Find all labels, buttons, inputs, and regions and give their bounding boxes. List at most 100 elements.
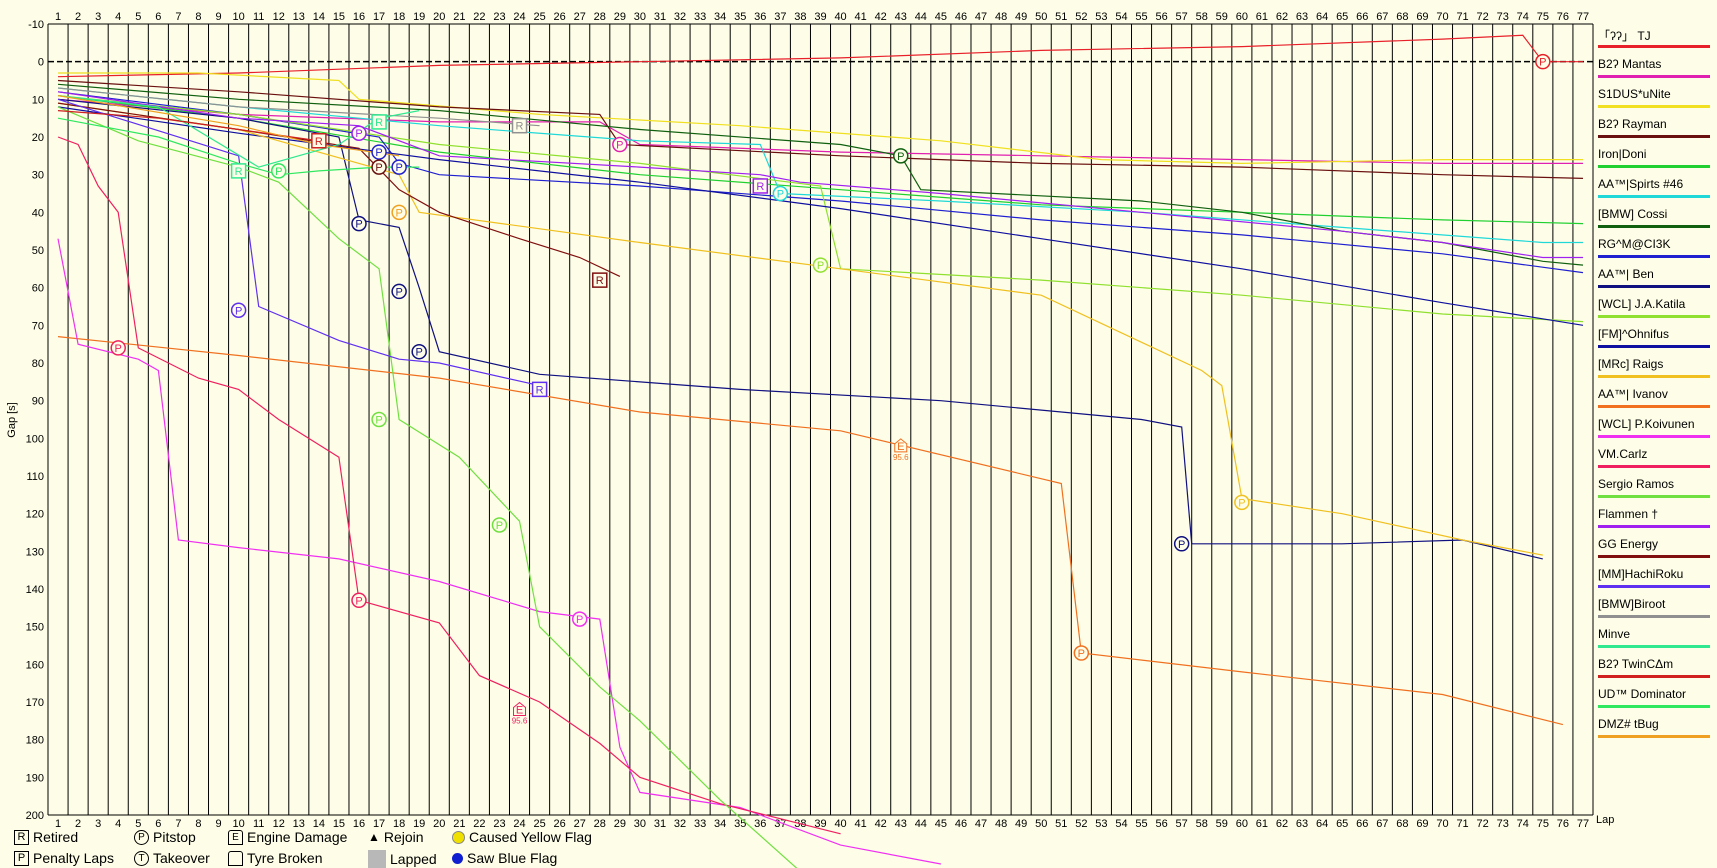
marker-p: P — [391, 283, 407, 300]
marker-r: R — [311, 133, 327, 149]
x-tick-bottom: 25 — [533, 818, 545, 830]
x-tick-bottom: 51 — [1055, 818, 1067, 830]
marker-letter: P — [1238, 497, 1245, 509]
x-tick-top: 38 — [794, 11, 806, 23]
key-item: E Engine Damage — [228, 829, 347, 845]
key-label: Retired — [33, 829, 79, 845]
key-item: Tyre Broken — [228, 850, 322, 866]
x-tick-top: 62 — [1276, 11, 1288, 23]
x-tick-top: 37 — [774, 11, 786, 23]
legend-entry: [MM]HachiRoku — [1598, 567, 1716, 591]
y-tick: 130 — [26, 546, 44, 558]
x-tick-bottom: 17 — [373, 818, 385, 830]
x-tick-top: 52 — [1075, 11, 1087, 23]
legend-swatch — [1598, 435, 1710, 438]
x-tick-bottom: 8 — [195, 818, 201, 830]
x-tick-bottom: 36 — [754, 818, 766, 830]
marker-letter: R — [536, 384, 544, 396]
x-tick-bottom: 47 — [975, 818, 987, 830]
x-tick-bottom: 21 — [453, 818, 465, 830]
legend-entry: Iron|Doni — [1598, 147, 1716, 171]
series-line — [57, 238, 942, 865]
marker-p: P — [411, 343, 427, 360]
marker-letter: P — [1078, 648, 1085, 660]
y-tick: 180 — [26, 735, 44, 747]
x-tick-bottom: 2 — [75, 818, 81, 830]
legend-label: RG^M@CI3K — [1598, 237, 1671, 251]
x-tick-bottom: 4 — [115, 818, 121, 830]
key-icon: ▲ — [368, 830, 380, 844]
marker-p: P — [371, 144, 387, 160]
x-tick-bottom: 7 — [175, 818, 181, 830]
x-tick-bottom: 1 — [55, 818, 61, 830]
x-tick-top: 43 — [895, 11, 907, 23]
legend-swatch — [1598, 555, 1710, 558]
marker-p: P — [270, 163, 287, 179]
x-axis-label: Lap — [1596, 814, 1614, 826]
marker-letter: P — [616, 140, 623, 152]
x-tick-bottom: 39 — [814, 818, 826, 830]
legend-entry: [WCL] P.Koivunen — [1598, 417, 1716, 441]
key-icon: P — [134, 829, 149, 845]
marker-value: 95.6 — [512, 717, 528, 726]
marker-letter: R — [315, 136, 323, 148]
x-tick-bottom: 66 — [1356, 818, 1368, 830]
marker-letter: P — [395, 207, 402, 219]
x-tick-bottom: 63 — [1296, 818, 1308, 830]
marker-r: R — [752, 178, 769, 194]
key-icon — [452, 852, 463, 864]
legend-swatch — [1598, 165, 1710, 168]
x-tick-bottom: 43 — [895, 818, 907, 830]
legend-entry: AA™| Ben — [1598, 267, 1716, 291]
legend-entry: Flammen † — [1598, 507, 1716, 531]
y-tick: 100 — [26, 433, 44, 445]
key-item: T Takeover — [134, 850, 210, 866]
series-line — [57, 95, 1584, 323]
key-label: Takeover — [153, 850, 210, 866]
x-tick-top: 11 — [253, 11, 264, 23]
marker-p: P — [371, 159, 387, 175]
legend-label: Flammen † — [1598, 507, 1659, 521]
series-line — [57, 106, 1584, 326]
x-tick-top: 13 — [293, 11, 305, 23]
marker-letter: E — [516, 705, 523, 717]
marker-letter: P — [235, 305, 242, 317]
marker-letter: P — [275, 166, 282, 178]
x-tick-bottom: 3 — [95, 818, 101, 830]
x-tick-top: 26 — [554, 11, 566, 23]
series-line — [57, 136, 841, 835]
marker-p: P — [391, 159, 407, 175]
legend-label: DMZ# tBug — [1598, 717, 1659, 731]
key-item: ▲ Rejoin — [368, 829, 424, 845]
key-icon: P — [14, 850, 29, 866]
legend-entry: B2ʔ TwinCΔm — [1598, 657, 1716, 681]
x-tick-top: 34 — [714, 11, 726, 23]
marker-letter: E — [897, 441, 904, 453]
key-item: Caused Yellow Flag — [452, 829, 592, 845]
x-tick-top: 49 — [1015, 11, 1027, 23]
x-tick-top: 54 — [1115, 11, 1127, 23]
key-label: Saw Blue Flag — [467, 850, 558, 866]
y-tick: 80 — [32, 358, 44, 370]
key-item: Lapped — [368, 850, 437, 868]
legend-entry: B2ʔ Rayman — [1598, 117, 1716, 141]
x-tick-bottom: 73 — [1497, 818, 1509, 830]
legend-label: AA™| Ivanov — [1598, 387, 1668, 401]
legend-entry: UD™ Dominator — [1598, 687, 1716, 711]
marker-letter: R — [516, 121, 524, 133]
legend-label: VM.Carlz — [1598, 447, 1648, 461]
x-tick-bottom: 58 — [1196, 818, 1208, 830]
series-line — [57, 87, 540, 127]
marker-p: P — [812, 257, 829, 273]
x-tick-bottom: 6 — [155, 818, 161, 830]
x-tick-bottom: 33 — [694, 818, 706, 830]
legend-entry: AA™|Spirts #46 — [1598, 177, 1716, 201]
marker-p: P — [772, 185, 789, 202]
y-tick: 110 — [26, 471, 44, 483]
x-tick-bottom: 11 — [253, 818, 264, 830]
x-tick-bottom: 10 — [232, 818, 244, 830]
marker-letter: P — [375, 147, 382, 159]
x-tick-top: 28 — [594, 11, 606, 23]
x-tick-bottom: 53 — [1095, 818, 1107, 830]
key-icon — [228, 850, 243, 866]
